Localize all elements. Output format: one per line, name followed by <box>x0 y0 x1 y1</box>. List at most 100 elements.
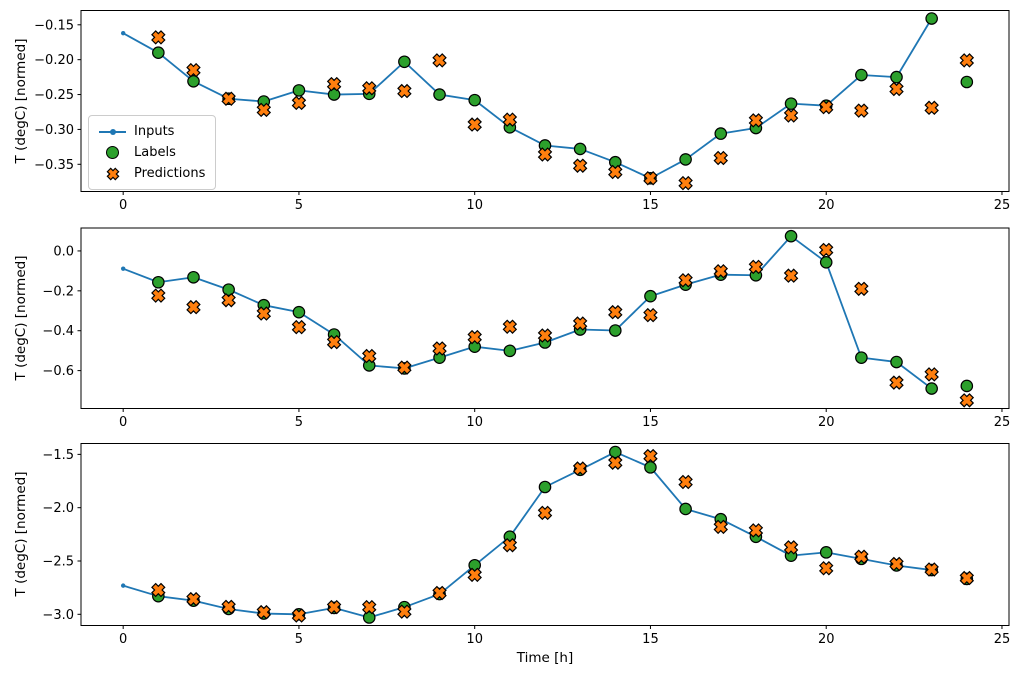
prediction-marker <box>959 393 975 408</box>
y-tick-label: −0.6 <box>42 364 74 379</box>
label-marker <box>644 461 657 474</box>
label-marker <box>327 88 341 101</box>
inputs-line <box>122 235 933 390</box>
prediction-marker <box>643 307 658 323</box>
legend-item-inputs: Inputs <box>99 122 205 141</box>
prediction-marker <box>783 108 799 123</box>
prediction-marker <box>608 455 623 470</box>
label-marker <box>819 546 833 559</box>
prediction-marker <box>291 95 307 111</box>
y-tick-label: −3.0 <box>42 608 74 623</box>
label-marker <box>538 480 552 494</box>
prediction-marker <box>256 102 272 118</box>
y-tick-label: −0.25 <box>34 88 74 103</box>
label-marker <box>890 355 903 369</box>
input-point <box>120 30 126 36</box>
prediction-marker <box>854 281 869 297</box>
prediction-marker <box>959 570 975 586</box>
prediction-marker <box>889 375 904 390</box>
prediction-marker <box>783 540 799 555</box>
label-marker <box>784 97 798 110</box>
prediction-marker <box>854 103 869 118</box>
y-axis-label-subplot-1: T (degC) [normed] <box>13 38 29 164</box>
label-marker <box>855 68 868 82</box>
y-tick-label: −2.0 <box>42 501 74 516</box>
prediction-marker <box>924 562 939 577</box>
prediction-marker <box>713 264 729 279</box>
label-marker <box>292 84 306 97</box>
prediction-marker <box>608 164 623 180</box>
prediction-marker <box>924 100 939 116</box>
y-tick-label: −2.5 <box>42 554 74 569</box>
prediction-marker <box>713 519 729 535</box>
y-axis-label-subplot-2: T (degC) [normed] <box>13 255 29 381</box>
prediction-marker <box>502 112 518 127</box>
label-marker <box>925 12 938 25</box>
x-tick-label: 20 <box>818 632 835 647</box>
x-tick-label: 25 <box>994 632 1011 647</box>
prediction-marker <box>572 461 588 476</box>
label-marker <box>925 382 938 395</box>
prediction-marker <box>678 474 693 490</box>
predictions-x-icon <box>106 167 119 180</box>
prediction-marker <box>643 448 658 464</box>
label-marker <box>960 75 974 89</box>
label-marker <box>819 256 833 269</box>
prediction-marker <box>748 259 764 275</box>
prediction-marker <box>397 83 412 99</box>
legend-label-inputs: Inputs <box>134 124 175 139</box>
prediction-marker <box>291 319 307 335</box>
label-marker <box>362 611 376 624</box>
input-point <box>120 583 126 588</box>
subplot-1: 0 5 10 15 20 25 −0.15 −0.20 −0.25 −0.30 −0.35 <box>34 10 1010 213</box>
prediction-marker <box>678 273 693 288</box>
prediction-marker <box>818 99 834 115</box>
label-marker <box>187 74 200 88</box>
prediction-marker <box>572 316 588 331</box>
prediction-marker <box>151 582 166 598</box>
prediction-marker <box>432 585 447 601</box>
prediction-marker <box>959 53 975 68</box>
y-axis-label-subplot-3: T (degC) [normed] <box>13 471 29 597</box>
legend: Inputs Labels Predictions <box>88 115 217 190</box>
prediction-marker <box>256 604 272 620</box>
prediction-marker <box>221 292 236 308</box>
y-tick-label: −0.4 <box>42 324 74 339</box>
prediction-marker <box>643 171 658 186</box>
prediction-marker <box>151 30 166 45</box>
label-marker <box>468 93 481 107</box>
prediction-marker <box>818 242 834 258</box>
inputs-dot-icon <box>109 128 116 135</box>
prediction-marker <box>467 117 482 132</box>
prediction-marker <box>326 76 342 92</box>
x-tick-label: 0 <box>119 632 127 647</box>
prediction-marker <box>256 306 272 321</box>
prediction-marker <box>221 599 236 615</box>
label-marker <box>187 270 200 284</box>
prediction-marker <box>221 91 236 106</box>
prediction-marker <box>854 549 869 564</box>
subplot-2: 0 5 10 15 20 25 0.0 −0.2 −0.4 −0.6 <box>42 227 1010 430</box>
x-tick-label: 10 <box>466 632 483 647</box>
inputs-line <box>122 451 932 619</box>
y-tick-label: −0.15 <box>34 18 74 33</box>
prediction-marker <box>748 113 764 128</box>
inputs-line <box>122 18 933 180</box>
labels-circle-icon <box>106 146 119 159</box>
legend-label-labels: Labels <box>134 145 176 160</box>
input-point <box>120 266 126 271</box>
prediction-marker <box>818 561 834 576</box>
x-tick-label: 20 <box>818 198 835 213</box>
y-tick-label: −1.5 <box>42 448 74 463</box>
y-tick-label: −0.2 <box>42 284 74 299</box>
x-tick-label: 15 <box>642 632 659 647</box>
x-tick-label: 0 <box>119 198 127 213</box>
prediction-marker <box>361 599 377 615</box>
x-tick-label: 10 <box>466 415 483 430</box>
label-marker <box>398 55 411 69</box>
prediction-marker <box>291 608 307 623</box>
y-tick-label: −0.35 <box>34 158 74 173</box>
prediction-marker <box>326 334 342 350</box>
